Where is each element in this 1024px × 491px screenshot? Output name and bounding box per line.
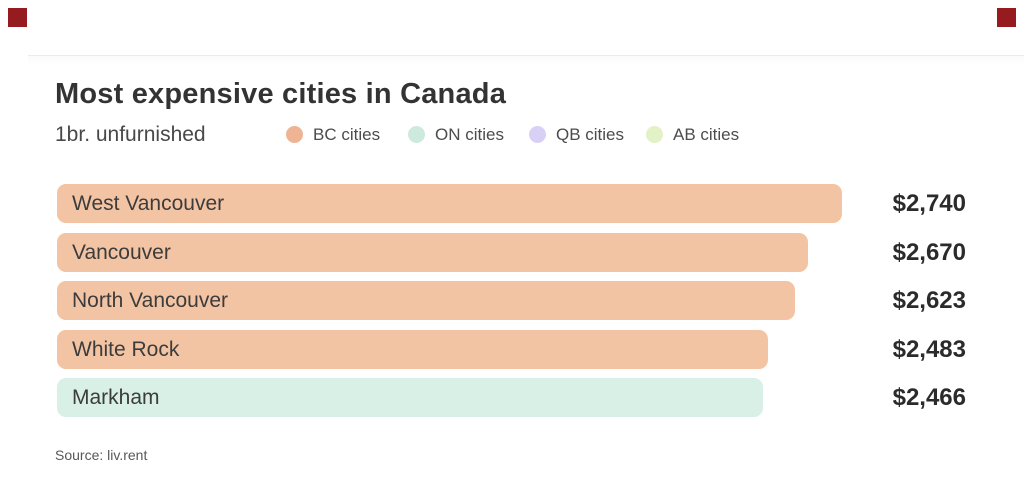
bar-row: Vancouver $2,670 bbox=[57, 233, 966, 272]
brand-corner-square-left bbox=[8, 8, 27, 27]
bar-city-label: Vancouver bbox=[72, 240, 171, 264]
bar-city-label: Markham bbox=[72, 385, 160, 409]
bar-row: West Vancouver $2,740 bbox=[57, 184, 966, 223]
bar-city-label: White Rock bbox=[72, 337, 180, 361]
legend-item: ON cities bbox=[408, 121, 504, 148]
bar-value-label: $2,483 bbox=[892, 335, 966, 363]
brand-corner-square-right bbox=[997, 8, 1016, 27]
subtitle-legend-row: 1br. unfurnished BC cities ON cities QB … bbox=[55, 121, 1024, 148]
bar: North Vancouver bbox=[57, 281, 795, 320]
legend-item-label: BC cities bbox=[313, 124, 381, 144]
legend-dot-icon bbox=[408, 126, 425, 143]
bar-value-label: $2,670 bbox=[892, 238, 966, 266]
bar-value-label: $2,466 bbox=[892, 383, 966, 411]
bar: Markham bbox=[57, 378, 763, 417]
bar-value-label: $2,623 bbox=[892, 286, 966, 314]
bar-chart: West Vancouver $2,740 Vancouver $2,670 N… bbox=[57, 184, 966, 419]
chart-title: Most expensive cities in Canada bbox=[55, 78, 507, 110]
source-note: Source: liv.rent bbox=[55, 447, 148, 463]
bar-city-label: North Vancouver bbox=[72, 288, 229, 312]
legend-item: BC cities bbox=[286, 121, 380, 148]
bar-value-label: $2,740 bbox=[892, 189, 966, 217]
bar-row: North Vancouver $2,623 bbox=[57, 281, 966, 320]
bar-row: Markham $2,466 bbox=[57, 378, 966, 417]
chart-subtitle: 1br. unfurnished bbox=[55, 123, 206, 146]
bar: White Rock bbox=[57, 330, 768, 369]
chart-card bbox=[28, 55, 1024, 491]
bar-city-label: West Vancouver bbox=[72, 191, 225, 215]
bar-row: White Rock $2,483 bbox=[57, 330, 966, 369]
legend-item-label: AB cities bbox=[673, 124, 740, 144]
legend-item: AB cities bbox=[646, 121, 739, 148]
legend-item: QB cities bbox=[529, 121, 624, 148]
bar: Vancouver bbox=[57, 233, 808, 272]
legend-item-label: QB cities bbox=[556, 124, 625, 144]
bar: West Vancouver bbox=[57, 184, 842, 223]
legend-dot-icon bbox=[529, 126, 546, 143]
legend-dot-icon bbox=[286, 126, 303, 143]
legend-item-label: ON cities bbox=[435, 124, 504, 144]
legend-dot-icon bbox=[646, 126, 663, 143]
